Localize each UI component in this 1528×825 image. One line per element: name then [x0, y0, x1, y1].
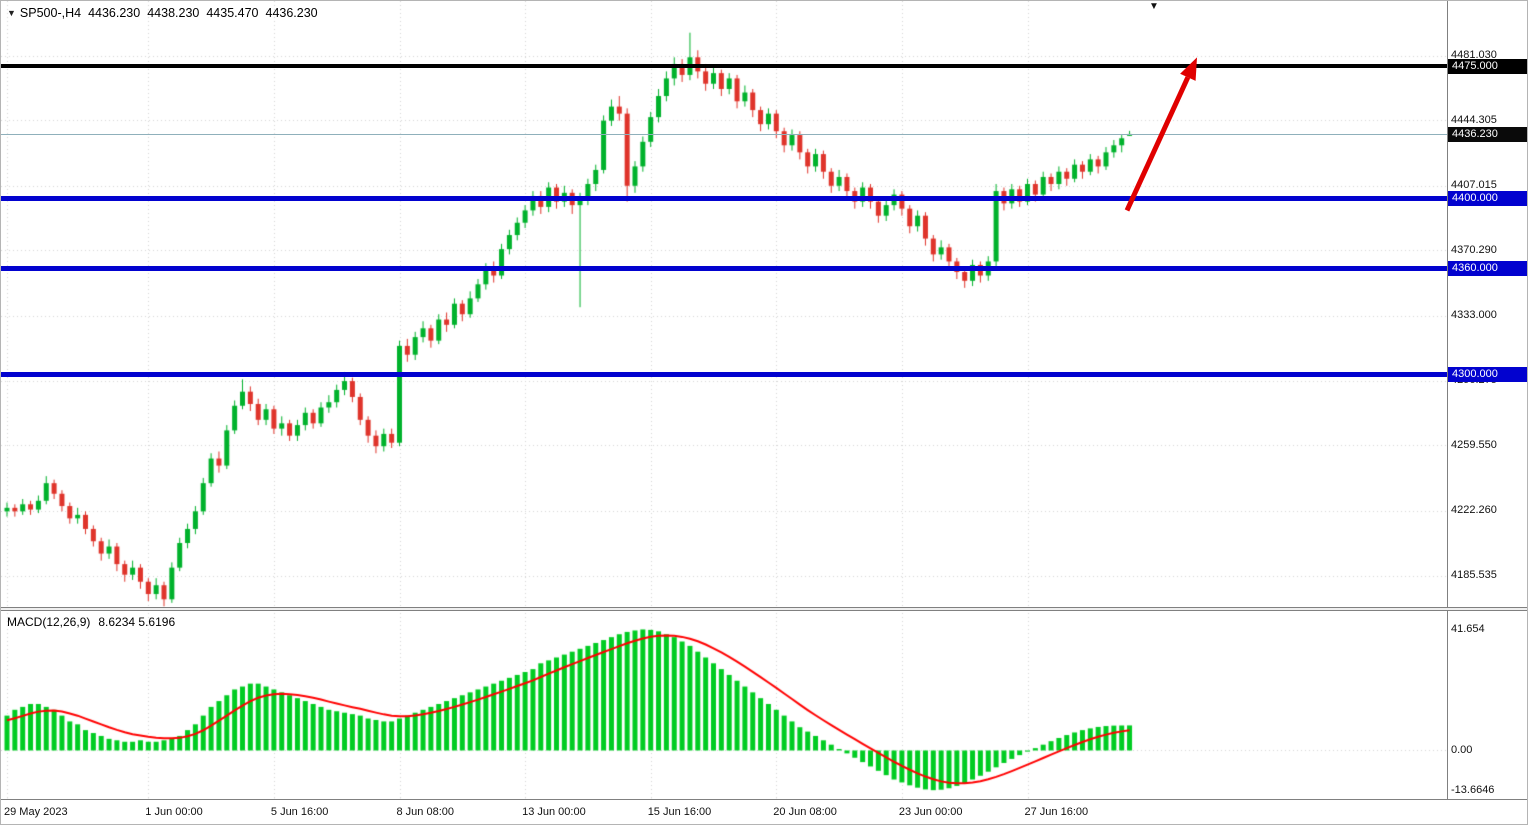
time-axis-label: 1 Jun 00:00: [145, 806, 203, 818]
macd-indicator-label: MACD(12,26,9) 8.6234 5.6196: [7, 615, 183, 629]
time-axis-label: 8 Jun 08:00: [396, 806, 455, 818]
horizontal-level-line[interactable]: [1, 371, 1447, 377]
time-axis-label: 20 Jun 08:00: [773, 806, 837, 818]
ohlc-open-value: 4436.230: [88, 6, 141, 20]
symbol-period-label: SP500-,H4: [19, 6, 82, 20]
price-level-badge: 4400.000: [1448, 190, 1527, 206]
pane-divider[interactable]: [1, 607, 1527, 611]
chart-shift-marker-icon[interactable]: ▼: [1149, 1, 1159, 12]
horizontal-level-line[interactable]: [1, 265, 1447, 271]
ohlc-high-value: 4438.230: [147, 6, 200, 20]
ohlc-low-value: 4435.470: [206, 6, 259, 20]
horizontal-level-line[interactable]: [1, 195, 1447, 201]
time-axis-label: 5 Jun 16:00: [270, 806, 329, 818]
price-level-badge: 4360.000: [1448, 260, 1527, 276]
price-axis-label: 4185.535: [1451, 569, 1497, 581]
price-level-badge: 4475.000: [1448, 58, 1527, 74]
price-axis-label: 4481.030: [1451, 49, 1497, 61]
time-axis-label: 27 Jun 16:00: [1024, 806, 1089, 818]
price-axis-label: 4333.000: [1451, 309, 1497, 322]
price-level-badge: 4300.000: [1448, 366, 1527, 382]
ohlc-close-value: 4436.230: [265, 6, 318, 20]
price-axis[interactable]: [1447, 1, 1527, 799]
symbol-marker-icon: ▼: [7, 8, 16, 18]
macd-indicator-values: 8.6234 5.6196: [98, 615, 176, 629]
current-price-line: [1, 134, 1447, 135]
symbol-ohlc-readout: ▼ SP500-,H4 4436.230 4438.230 4435.470 4436.2…: [7, 6, 325, 20]
price-axis-label: 4259.550: [1451, 438, 1497, 451]
price-axis-label: 4407.015: [1451, 179, 1497, 192]
price-axis-label: 4370.290: [1451, 243, 1497, 256]
price-level-badge: 4436.230: [1448, 126, 1527, 142]
time-axis-label: 23 Jun 00:00: [898, 806, 963, 818]
macd-indicator-name: MACD(12,26,9): [7, 615, 91, 629]
horizontal-level-line[interactable]: [1, 64, 1447, 69]
price-axis-label: 4444.305: [1451, 113, 1497, 126]
price-axis-label: 4222.260: [1451, 504, 1497, 517]
macd-axis-label: -13.6646: [1451, 783, 1495, 796]
time-axis[interactable]: 29 May 2023 1 Jun 00:00 5 Jun 16:00 8 Jun 0…: [1, 799, 1527, 824]
macd-axis-label: 0.00: [1451, 743, 1473, 756]
time-axis-label: 15 Jun 16:00: [647, 806, 712, 818]
macd-axis-label: 41.654: [1451, 622, 1485, 635]
time-axis-label: 29 May 2023: [4, 806, 68, 818]
time-axis-label: 13 Jun 00:00: [522, 806, 586, 818]
